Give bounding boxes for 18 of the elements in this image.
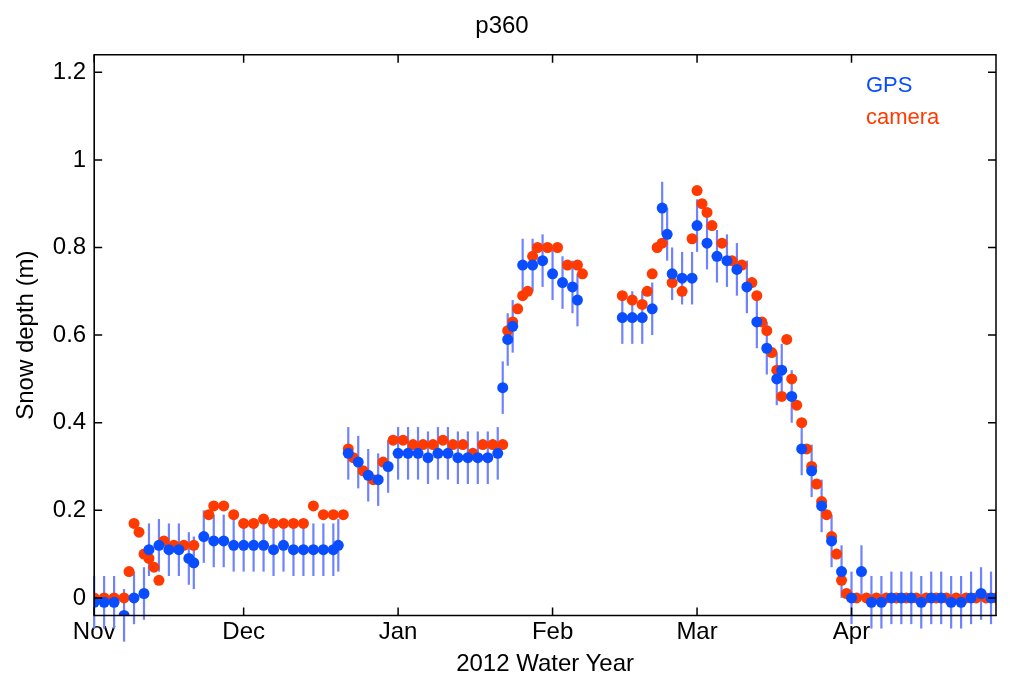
y-tick-label: 0.6 [52,319,87,347]
x-tick-label: Jan [378,617,418,645]
y-axis-title: Snow depth (m) [11,250,39,420]
y-tick-label: 1.2 [52,56,87,84]
y-tick-label: 0 [72,582,87,610]
chart-title: p360 [475,11,529,39]
x-tick-label: Apr [832,617,871,645]
y-tick-label: 1 [72,144,87,172]
x-axis-title: 2012 Water Year [456,649,635,677]
text: camera [866,103,941,129]
y-tick-label: 0.2 [52,494,87,522]
x-tick-label: Feb [531,617,574,645]
x-tick-label: Dec [222,617,265,645]
y-tick-label: 0.8 [52,232,87,260]
x-tick-label: Nov [72,617,116,645]
text: GPS [866,71,913,97]
x-tick-label: Mar [676,617,718,645]
y-tick-label: 0.4 [52,407,87,435]
